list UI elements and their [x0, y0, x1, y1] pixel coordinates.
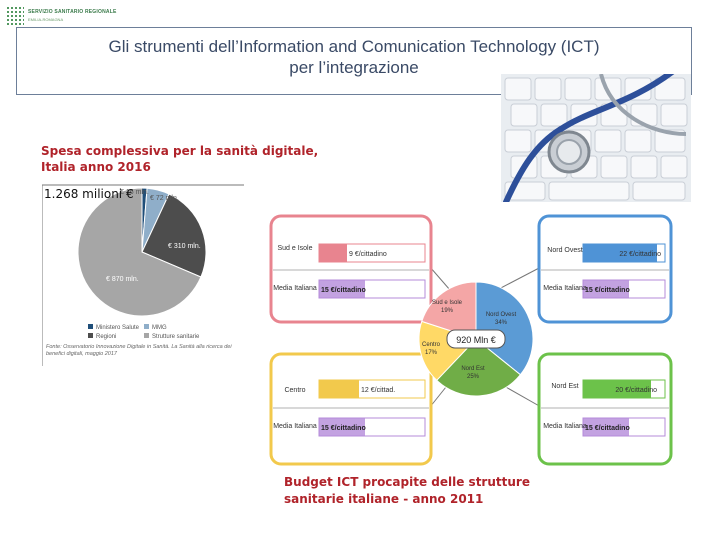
nordovest-value: 22 €/cittadino: [619, 251, 661, 258]
chart1-caption: Spesa complessiva per la sanità digitale…: [41, 143, 321, 175]
pie2-label-centro: Centro: [422, 342, 441, 348]
chart2-caption-line1: Budget ICT procapite delle strutture: [284, 475, 530, 489]
pie1-label-mmg: € 72 mln.: [150, 195, 179, 202]
chart2-caption-line2: sanitarie italiane - anno 2011: [284, 492, 484, 506]
pie1-label-regioni: € 310 mln.: [168, 243, 201, 250]
sud-media-value: 15 €/cittadino: [321, 287, 366, 294]
pie1-label-ministero: € 16 mln.: [120, 189, 149, 196]
chart1-total-label: 1.268 milioni €: [44, 187, 134, 201]
legend-ministero: Ministero Salute: [96, 325, 140, 331]
centro-media-label: Media Italiana: [273, 423, 317, 430]
panel-nord-est: [537, 352, 673, 466]
legend-swatch-regioni: [88, 333, 93, 338]
pie1-slice-regioni: [141, 193, 207, 278]
slide-title: Gli strumenti dell’Information and Comun…: [17, 36, 691, 78]
pie2-pct-nordest: 25%: [467, 374, 480, 380]
sud-region-label: Sud e Isole: [277, 245, 312, 252]
logo-line1: SERVIZIO SANITARIO REGIONALE: [28, 9, 117, 15]
sud-value: 9 €/cittadino: [349, 251, 387, 258]
panel-centro: [269, 352, 433, 466]
nordest-media-label: Media Italiana: [543, 423, 587, 430]
pie1-slice-strutture: [77, 187, 202, 317]
logo: SERVIZIO SANITARIO REGIONALE EMILIA-ROMA…: [6, 6, 126, 34]
centro-media-value: 15 €/cittadino: [321, 425, 366, 432]
pie2-center-label: 920 Mln €: [456, 335, 496, 345]
centro-value: 12 €/cittad.: [361, 387, 395, 394]
pie2-slice-sud: [421, 281, 477, 340]
chart1-caption-line2: Italia anno 2016: [41, 160, 151, 174]
pie2-label-nordest: Nord Est: [461, 366, 485, 372]
logo-line2: EMILIA-ROMAGNA: [28, 17, 64, 22]
slide-title-line2: per l’integrazione: [289, 58, 419, 77]
sud-media-label: Media Italiana: [273, 285, 317, 292]
legend-swatch-mmg: [144, 324, 149, 329]
centro-region-label: Centro: [284, 387, 305, 394]
legend-strutture: Strutture sanitarie: [152, 334, 200, 340]
nordovest-media-value: 15 €/cittadino: [585, 287, 630, 294]
legend-regioni: Regioni: [96, 334, 116, 340]
pie2-label-sud: Sud e Isole: [432, 300, 463, 306]
spesa-pie-chart: € 16 mln. € 72 mln. € 310 mln. € 870 mln…: [41, 184, 244, 366]
pie2-slice-nordest: [435, 338, 522, 397]
pie2-slice-nordovest: [475, 281, 534, 376]
panel-nord-ovest: [537, 214, 673, 324]
chart1-source-note: Fonte: Osservatorio Innovazione Digitale…: [46, 344, 232, 357]
pie2-label-nordovest: Nord Ovest: [486, 312, 517, 318]
legend-swatch-strutture: [144, 333, 149, 338]
pie2-pct-nordovest: 34%: [495, 320, 508, 326]
pie2-pct-centro: 17%: [425, 350, 438, 356]
nordovest-region-label: Nord Ovest: [547, 247, 582, 254]
legend-swatch-ministero: [88, 324, 93, 329]
nordest-value: 20 €/cittadino: [615, 387, 657, 394]
stethoscope-keyboard-image: [501, 74, 691, 202]
nordest-media-value: 15 €/cittadino: [585, 425, 630, 432]
panel-sud-e-isole: [269, 214, 433, 324]
pie2-center-badge: [446, 329, 506, 349]
slide-title-line1: Gli strumenti dell’Information and Comun…: [108, 37, 600, 56]
nordovest-media-label: Media Italiana: [543, 285, 587, 292]
pie1-label-strutture: € 870 mln.: [106, 276, 139, 283]
legend-mmg: MMG: [152, 325, 167, 331]
pie2-pct-sud: 19%: [441, 308, 454, 314]
logo-mark-icon: [6, 6, 24, 26]
chart1-caption-line1: Spesa complessiva per la sanità digitale…: [41, 144, 319, 158]
chart2-caption: Budget ICT procapite delle strutture san…: [284, 474, 584, 508]
nordest-region-label: Nord Est: [551, 383, 578, 390]
budget-infographic: Sud e Isole 9 €/cittadino Media Italiana…: [265, 212, 675, 468]
